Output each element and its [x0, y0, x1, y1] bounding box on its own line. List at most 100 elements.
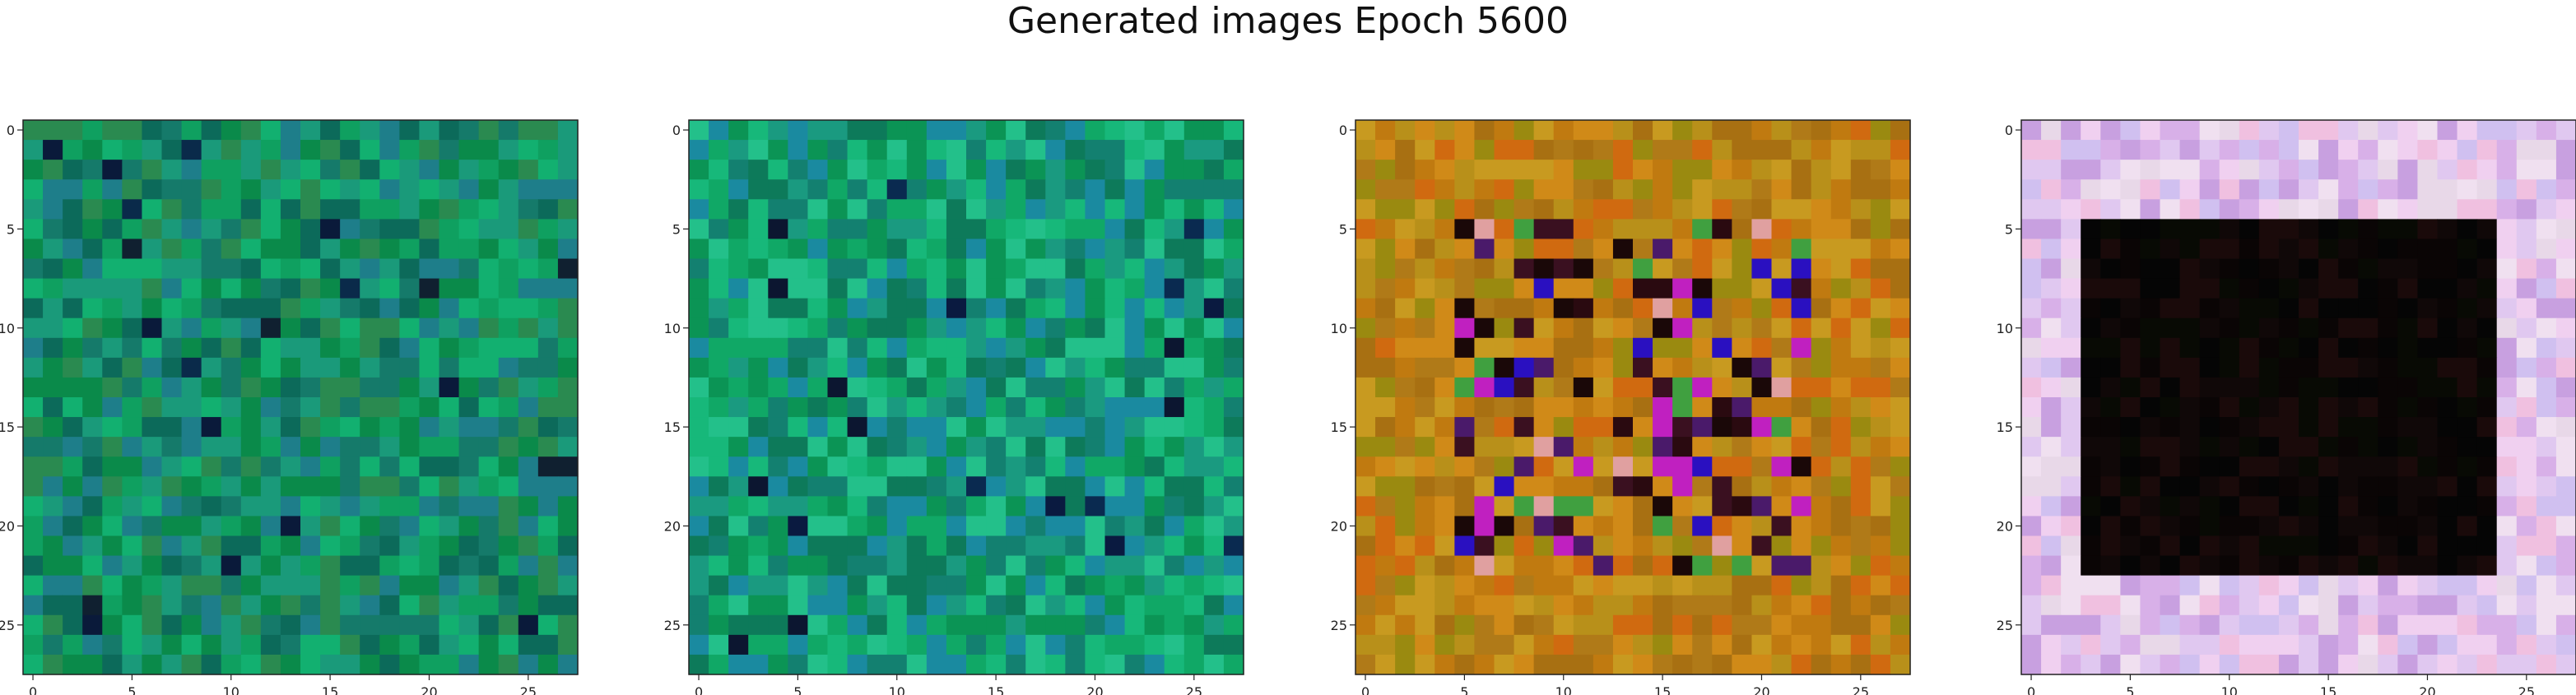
pixel-cell	[1474, 614, 1495, 636]
pixel-cell	[2358, 437, 2378, 457]
pixel-cell	[867, 614, 888, 636]
pixel-cell	[240, 199, 262, 220]
pixel-cell	[2160, 357, 2181, 378]
pixel-cell	[1533, 357, 1555, 378]
pixel-cell	[82, 575, 103, 596]
pixel-cell	[1712, 317, 1732, 339]
pixel-cell	[498, 397, 519, 418]
pixel-cell	[1104, 239, 1126, 260]
pixel-cell	[768, 258, 788, 280]
pixel-cell	[320, 219, 341, 240]
pixel-cell	[2278, 476, 2299, 497]
pixel-cell	[2338, 476, 2359, 497]
pixel-cell	[2140, 516, 2161, 537]
pixel-cell	[2397, 575, 2419, 596]
pixel-cell	[768, 614, 788, 636]
pixel-cell	[122, 575, 143, 596]
pixel-cell	[2258, 160, 2280, 180]
pixel-cell	[2496, 140, 2518, 160]
pixel-cell	[986, 179, 1007, 200]
pixel-cell	[847, 614, 868, 636]
pixel-cell	[2555, 575, 2576, 596]
pixel-cell	[161, 476, 183, 497]
panel-frame	[22, 119, 579, 675]
pixel-cell	[260, 199, 281, 220]
pixel-cell	[221, 377, 242, 398]
pixel-cell	[709, 160, 729, 180]
pixel-cell	[1573, 614, 1594, 636]
pixel-cell	[689, 654, 709, 675]
pixel-cell	[1533, 317, 1555, 339]
pixel-cell	[1692, 654, 1713, 675]
pixel-cell	[280, 219, 301, 240]
pixel-cell	[2417, 496, 2439, 517]
pixel-cell	[748, 337, 769, 359]
pixel-cell	[82, 337, 103, 359]
pixel-cell	[2417, 456, 2439, 477]
pixel-cell	[478, 278, 500, 299]
pixel-cell	[2041, 417, 2062, 438]
pixel-cell	[946, 456, 967, 477]
pixel-cell	[2061, 397, 2081, 418]
pixel-cell	[63, 654, 83, 675]
pixel-cell	[1355, 654, 1376, 675]
pixel-cell	[1395, 120, 1416, 141]
pixel-cell	[102, 179, 123, 200]
pixel-cell	[926, 140, 947, 160]
pixel-cell	[300, 219, 321, 240]
pixel-cell	[1830, 496, 1852, 517]
pixel-cell	[827, 377, 849, 398]
pixel-cell	[1395, 595, 1416, 616]
pixel-cell	[1830, 239, 1852, 260]
pixel-cell	[1434, 496, 1455, 517]
pixel-cell	[768, 239, 788, 260]
pixel-cell	[518, 317, 539, 339]
pixel-cell	[748, 357, 769, 378]
pixel-cell	[1065, 258, 1086, 280]
pixel-cell	[2417, 219, 2439, 240]
pixel-cell	[1791, 317, 1812, 339]
pixel-cell	[1533, 140, 1555, 160]
pixel-cell	[1890, 654, 1911, 675]
pixel-cell	[2199, 397, 2220, 418]
pixel-cell	[1085, 397, 1106, 418]
pixel-cell	[1712, 535, 1732, 557]
pixel-cell	[2318, 377, 2339, 398]
pixel-cell	[1223, 337, 1244, 359]
pixel-cell	[1751, 535, 1773, 557]
pixel-cell	[1672, 535, 1693, 557]
pixel-cell	[201, 496, 222, 517]
pixel-cell	[1144, 219, 1165, 240]
pixel-cell	[2278, 179, 2299, 200]
pixel-cell	[926, 357, 947, 378]
pixel-cell	[1164, 317, 1185, 339]
pixel-cell	[161, 595, 183, 616]
pixel-cell	[1085, 516, 1106, 537]
pixel-cell	[1203, 377, 1225, 398]
pixel-cell	[2516, 317, 2537, 339]
pixel-cell	[1890, 199, 1911, 220]
pixel-cell	[1375, 456, 1396, 477]
pixel-cell	[478, 555, 500, 577]
pixel-cell	[966, 654, 987, 675]
pixel-cell	[2397, 614, 2419, 636]
pixel-cell	[2417, 654, 2439, 675]
pixel-cell	[728, 140, 749, 160]
pixel-cell	[926, 496, 947, 517]
pixel-cell	[82, 595, 103, 616]
pixel-cell	[122, 337, 143, 359]
pixel-cell	[728, 298, 749, 319]
pixel-cell	[122, 199, 143, 220]
pixel-cell	[161, 516, 183, 537]
y-tick-label: 10	[0, 321, 15, 336]
pixel-cell	[478, 654, 500, 675]
pixel-cell	[2437, 634, 2458, 656]
pixel-cell	[1850, 634, 1872, 656]
pixel-cell	[689, 476, 709, 497]
pixel-cell	[1183, 456, 1205, 477]
pixel-cell	[1395, 456, 1416, 477]
pixel-cell	[2378, 219, 2398, 240]
pixel-cell	[1025, 496, 1046, 517]
pixel-cell	[886, 298, 908, 319]
pixel-cell	[1183, 239, 1205, 260]
